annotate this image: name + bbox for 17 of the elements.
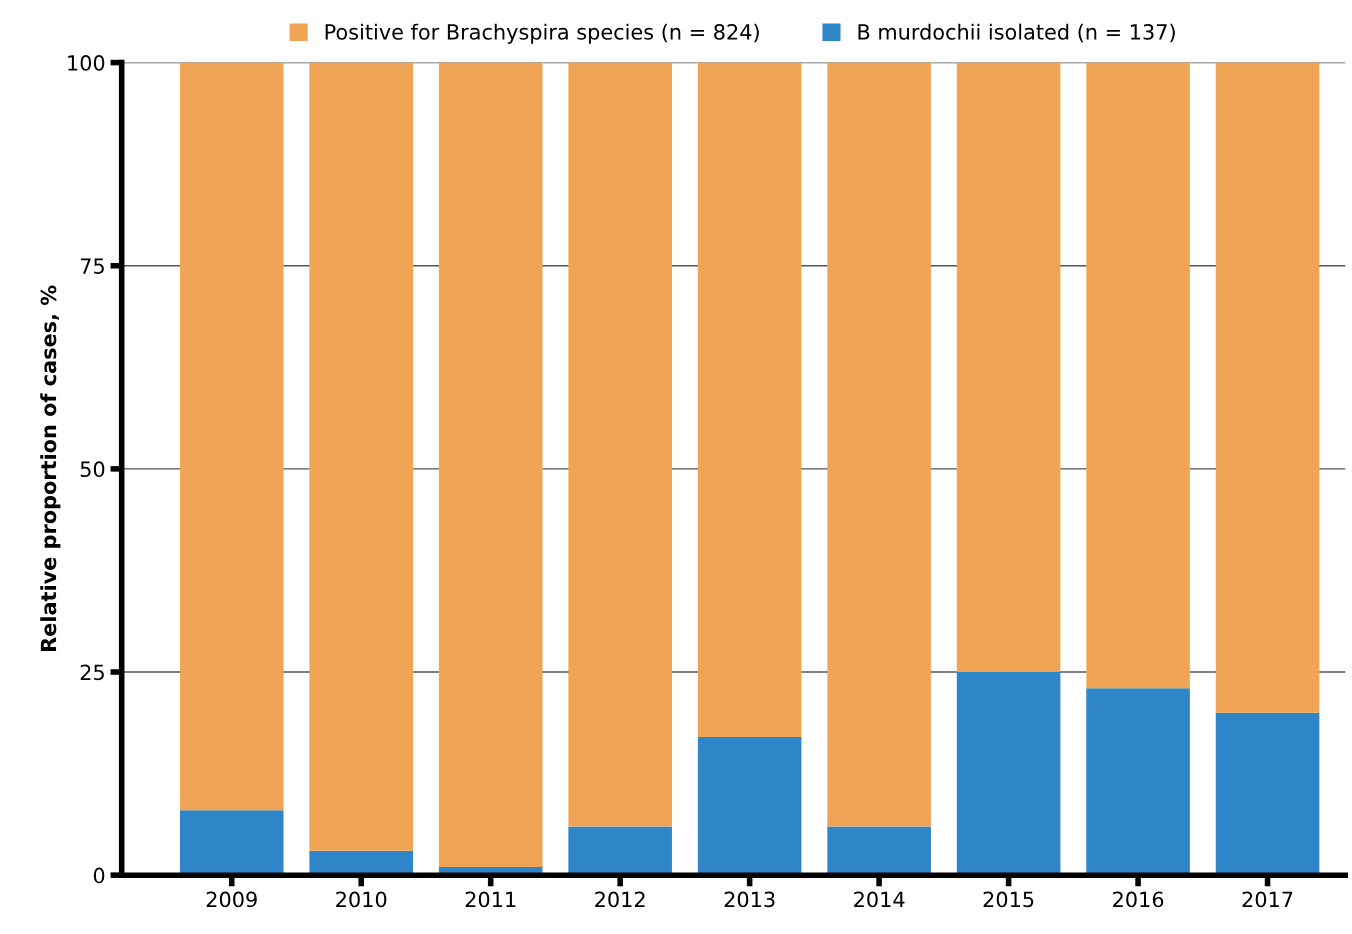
- y-tick-label: 0: [93, 867, 105, 884]
- legend-label: Positive for Brachyspira species (n = 824): [325, 23, 759, 44]
- legend-label: B murdochii isolated (n = 137): [858, 23, 1175, 43]
- y-tick-label: 75: [80, 258, 104, 274]
- y-axis-title: Relative proportion of cases, %: [40, 285, 61, 651]
- x-tick-label: 2013: [724, 891, 775, 908]
- x-tick-label: 2010: [336, 891, 387, 908]
- x-tick-label: 2017: [1242, 891, 1293, 908]
- x-tick-label: 2012: [595, 891, 645, 908]
- y-tick-label: 25: [80, 664, 104, 681]
- x-tick-label: 2009: [206, 891, 257, 908]
- x-tick-label: 2011: [465, 891, 516, 908]
- y-tick-label: 50: [80, 461, 105, 478]
- x-tick-label: 2015: [983, 891, 1034, 908]
- x-tick-label: 2016: [1113, 891, 1164, 908]
- x-tick-label: 2014: [854, 891, 905, 908]
- y-tick-label: 100: [68, 55, 105, 71]
